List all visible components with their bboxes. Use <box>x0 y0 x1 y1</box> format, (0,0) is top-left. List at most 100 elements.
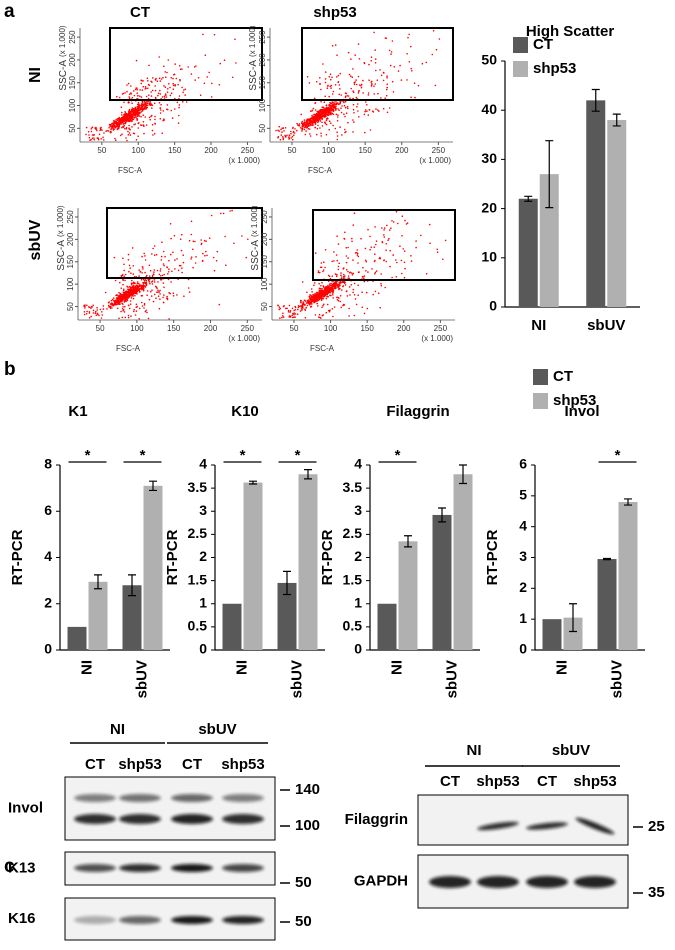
significance-label: * <box>615 447 621 464</box>
event-dot <box>305 302 308 304</box>
event-dot <box>333 105 336 107</box>
event-dot <box>218 84 221 86</box>
group-label: NI <box>110 721 125 738</box>
event-dot <box>333 102 336 105</box>
event-dot <box>151 280 154 283</box>
event-dot <box>193 66 196 68</box>
event-dot <box>146 290 149 292</box>
event-dot <box>343 104 346 107</box>
event-dot <box>128 127 130 129</box>
event-dot <box>213 269 216 272</box>
event-dot <box>373 31 375 34</box>
event-dot <box>362 92 364 94</box>
event-dot <box>399 64 401 67</box>
event-dot <box>311 124 313 127</box>
event-dot <box>144 259 147 261</box>
lane-label: CT <box>440 773 460 790</box>
event-dot <box>152 247 154 250</box>
event-dot <box>314 122 317 124</box>
chart-title: High Scatter <box>526 23 615 40</box>
y-axis-title: SSC-A <box>248 60 259 91</box>
event-dot <box>176 294 178 296</box>
event-dot <box>151 129 154 132</box>
event-dot <box>345 130 347 133</box>
event-dot <box>280 134 283 136</box>
event-dot <box>350 75 352 77</box>
event-dot <box>119 293 122 295</box>
event-dot <box>158 102 161 104</box>
event-dot <box>113 123 115 126</box>
event-dot <box>306 120 308 123</box>
event-dot <box>162 76 164 79</box>
event-dot <box>410 96 412 98</box>
event-dot <box>371 80 373 83</box>
event-dot <box>319 117 321 120</box>
event-dot <box>113 304 116 306</box>
event-dot <box>153 132 156 135</box>
event-dot <box>349 97 351 99</box>
event-dot <box>153 293 156 296</box>
event-dot <box>115 120 118 123</box>
event-dot <box>139 284 141 287</box>
event-dot <box>101 314 104 316</box>
event-dot <box>195 255 197 258</box>
event-dot <box>326 303 329 306</box>
event-dot <box>325 123 328 126</box>
event-dot <box>327 274 330 277</box>
event-dot <box>122 273 124 276</box>
event-dot <box>178 106 180 109</box>
event-dot <box>119 281 121 284</box>
event-dot <box>432 30 435 32</box>
event-dot <box>168 259 170 262</box>
event-dot <box>317 271 320 274</box>
event-dot <box>325 286 328 289</box>
event-dot <box>99 308 102 311</box>
bar <box>122 585 142 650</box>
event-dot <box>336 296 338 299</box>
event-dot <box>361 306 364 309</box>
event-dot <box>142 80 144 82</box>
event-dot <box>353 282 356 285</box>
event-dot <box>117 300 120 302</box>
event-dot <box>116 117 119 120</box>
event-dot <box>148 94 150 96</box>
event-dot <box>328 95 331 98</box>
event-dot <box>340 274 342 277</box>
event-dot <box>317 111 320 113</box>
event-dot <box>299 127 302 129</box>
event-dot <box>144 255 146 257</box>
blot-band <box>222 814 264 824</box>
event-dot <box>371 268 373 270</box>
significance-label: * <box>395 447 401 464</box>
event-dot <box>335 113 338 116</box>
chart-title: Invol <box>564 403 599 420</box>
event-dot <box>122 120 125 122</box>
event-dot <box>374 290 377 293</box>
event-dot <box>344 106 347 109</box>
event-dot <box>340 272 342 274</box>
event-dot <box>96 137 99 139</box>
event-dot <box>315 298 317 301</box>
event-dot <box>328 105 331 107</box>
event-dot <box>99 129 101 132</box>
x-tick-label: 250 <box>432 146 446 155</box>
event-dot <box>373 93 376 95</box>
event-dot <box>118 96 121 99</box>
event-dot <box>127 253 130 256</box>
event-dot <box>128 290 130 293</box>
event-dot <box>397 222 399 225</box>
event-dot <box>140 116 142 118</box>
event-dot <box>147 80 149 82</box>
event-dot <box>354 252 357 254</box>
event-dot <box>223 59 226 61</box>
y-tick-label: 4 <box>44 548 52 564</box>
gate <box>109 27 263 101</box>
event-dot <box>326 295 328 298</box>
event-dot <box>330 84 333 87</box>
event-dot <box>376 79 379 81</box>
y-tick-label: 0 <box>44 641 52 657</box>
event-dot <box>340 276 343 278</box>
y-tick-label: 250 <box>68 30 77 44</box>
event-dot <box>382 79 385 82</box>
